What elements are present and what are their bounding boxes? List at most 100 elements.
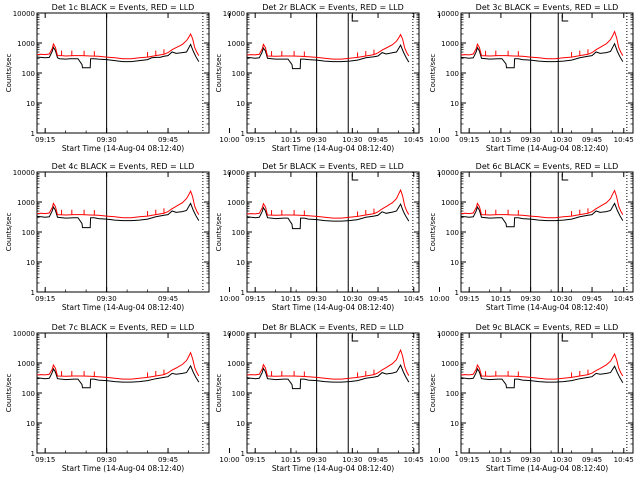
x-tick-label: 10:45 (404, 295, 424, 303)
series-line-lld (246, 348, 410, 380)
x-axis-label: Start Time (14-Aug-04 08:12:40) (62, 144, 184, 153)
bracket-marker (351, 174, 359, 181)
plot-frame (36, 332, 210, 454)
panel-title: Det 8r BLACK = Events, RED = LLD (262, 323, 404, 332)
series-line-events (460, 42, 624, 69)
x-tick-label: 10:00 (219, 136, 239, 144)
y-tick-label: 100 (446, 229, 459, 237)
y-tick-label: 10000 (13, 169, 35, 177)
bracket-marker (561, 174, 569, 181)
x-tick-label: 10:00 (219, 456, 239, 464)
bracket-marker (561, 335, 569, 342)
x-tick-label: 09:45 (158, 295, 178, 303)
x-tick-label: 09:30 (521, 136, 541, 144)
y-tick-label: 10 (26, 259, 35, 267)
y-tick-label: 10 (236, 259, 245, 267)
series-line-events (36, 202, 200, 229)
series-line-events (246, 363, 410, 390)
y-tick-label: 100 (22, 70, 35, 78)
x-tick-label: 09:15 (459, 456, 479, 464)
x-axis-label: Start Time (14-Aug-04 08:12:40) (486, 144, 608, 153)
plot-frame (460, 12, 634, 134)
x-tick-label: 09:30 (307, 136, 327, 144)
detector-panel: Det 1c BLACK = Events, RED = LLD11010010… (5, 3, 424, 153)
x-tick-label: 10:45 (614, 136, 634, 144)
detector-panel: Det 6c BLACK = Events, RED = LLD 1 10 100 10… (429, 162, 634, 312)
x-tick-label: 09:30 (521, 295, 541, 303)
x-tick-label: 09:15 (245, 295, 265, 303)
x-tick-label: 09:30 (307, 456, 327, 464)
x-tick-label: 10:15 (491, 295, 511, 303)
x-tick-label: 10:00 (219, 295, 239, 303)
series-line-lld (36, 351, 200, 380)
panel-title: Det 5r BLACK = Events, RED = LLD (262, 162, 404, 171)
y-axis-label: Counts/sec (215, 54, 223, 93)
y-tick-label: 10 (26, 420, 35, 428)
y-tick-label: 1000 (227, 360, 245, 368)
x-tick-label: 10:30 (552, 456, 572, 464)
series-line-lld (460, 352, 624, 380)
panel-title: Det 2r BLACK = Events, RED = LLD (262, 3, 404, 12)
y-axis-label: Counts/sec (429, 54, 437, 93)
x-tick-label: 10:00 (429, 136, 449, 144)
x-tick-label: 10:30 (552, 295, 572, 303)
bracket-marker (351, 335, 359, 342)
y-axis-label: Counts/sec (215, 374, 223, 413)
plot-frame (246, 332, 420, 454)
x-tick-label: 10:15 (281, 136, 301, 144)
plot-frame (36, 12, 210, 134)
x-tick-label: 10:45 (614, 456, 634, 464)
y-tick-label: 10000 (13, 10, 35, 18)
y-axis-label: Counts/sec (429, 374, 437, 413)
detector-panel: Det 8r BLACK = Events, RED = LLD11010010… (215, 323, 634, 473)
x-tick-label: 09:45 (582, 295, 602, 303)
series-line-lld (36, 189, 200, 219)
series-line-lld (246, 33, 410, 60)
detector-panel: Det 3c BLACK = Events, RED = LLD 1 10 100 10… (429, 3, 634, 153)
x-tick-label: 09:15 (35, 136, 55, 144)
y-axis-label: Counts/sec (5, 213, 13, 252)
x-tick-label: 09:30 (97, 295, 117, 303)
x-tick-label: 09:45 (368, 456, 388, 464)
y-tick-label: 1000 (17, 360, 35, 368)
y-tick-label: 1 (241, 450, 245, 458)
y-tick-label: 10000 (223, 330, 245, 338)
x-axis-label: Start Time (14-Aug-04 08:12:40) (272, 144, 394, 153)
x-tick-label: 09:30 (307, 295, 327, 303)
y-tick-label: 10 (450, 420, 459, 428)
x-tick-label: 09:15 (245, 456, 265, 464)
panel-title: Det 6c BLACK = Events, RED = LLD (476, 162, 619, 171)
series-line-lld (460, 189, 624, 219)
y-tick-label: 100 (232, 70, 245, 78)
series-line-lld (460, 30, 624, 60)
y-tick-label: 10000 (13, 330, 35, 338)
panel-title: Det 9c BLACK = Events, RED = LLD (476, 323, 619, 332)
y-tick-label: 10 (236, 420, 245, 428)
x-tick-label: 10:00 (429, 295, 449, 303)
panel-title: Det 4c BLACK = Events, RED = LLD (52, 162, 195, 171)
panel-title: Det 3c BLACK = Events, RED = LLD (476, 3, 619, 12)
y-tick-label: 10000 (437, 10, 459, 18)
y-tick-label: 1000 (227, 199, 245, 207)
series-line-events (36, 43, 200, 69)
series-line-events (36, 364, 200, 389)
y-tick-label: 1000 (17, 199, 35, 207)
x-axis-label: Start Time (14-Aug-04 08:12:40) (486, 303, 608, 312)
plot-frame (460, 332, 634, 454)
x-tick-label: 09:45 (158, 136, 178, 144)
y-tick-label: 1000 (441, 199, 459, 207)
detector-panel: Det 7c BLACK = Events, RED = LLD11010010… (5, 323, 424, 473)
x-tick-label: 10:15 (281, 295, 301, 303)
x-tick-label: 09:45 (582, 136, 602, 144)
y-tick-label: 100 (22, 229, 35, 237)
x-tick-label: 10:45 (614, 295, 634, 303)
plot-frame (36, 171, 210, 293)
plot-frame (246, 171, 420, 293)
x-axis-label: Start Time (14-Aug-04 08:12:40) (272, 464, 394, 473)
y-tick-label: 1000 (17, 40, 35, 48)
y-tick-label: 1 (31, 289, 35, 297)
detector-panel: Det 4c BLACK = Events, RED = LLD 1 10 100 10… (5, 162, 424, 312)
series-line-lld (36, 32, 200, 60)
x-tick-label: 10:30 (342, 136, 362, 144)
x-tick-label: 10:30 (552, 136, 572, 144)
